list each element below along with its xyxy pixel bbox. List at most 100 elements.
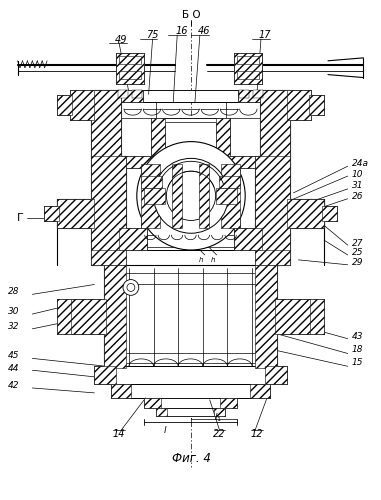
Bar: [91, 250, 126, 265]
Bar: [219, 398, 237, 407]
Bar: [255, 156, 290, 265]
Bar: [239, 90, 249, 98]
Bar: [119, 56, 141, 64]
Bar: [70, 90, 94, 120]
Bar: [165, 122, 216, 154]
Text: $l$: $l$: [163, 424, 168, 435]
Bar: [227, 156, 255, 168]
Bar: [141, 176, 162, 188]
Bar: [237, 56, 259, 64]
Bar: [118, 90, 128, 98]
Bar: [216, 188, 237, 204]
Text: $l_1$: $l_1$: [214, 412, 222, 424]
Bar: [255, 156, 290, 265]
Bar: [310, 300, 324, 334]
Bar: [237, 70, 259, 78]
Bar: [144, 188, 237, 204]
Bar: [250, 384, 270, 398]
Text: 44: 44: [8, 364, 19, 373]
Bar: [144, 188, 165, 204]
Bar: [44, 206, 59, 222]
Bar: [234, 228, 262, 250]
Bar: [144, 398, 162, 407]
Circle shape: [137, 142, 245, 250]
Bar: [132, 90, 142, 98]
Circle shape: [166, 171, 216, 220]
Bar: [126, 156, 154, 168]
Bar: [155, 408, 167, 416]
Bar: [57, 199, 94, 228]
Text: 15: 15: [352, 358, 363, 367]
Text: 49: 49: [115, 35, 128, 45]
Text: 12: 12: [251, 430, 263, 440]
Bar: [57, 96, 72, 115]
Bar: [234, 53, 262, 84]
Bar: [237, 63, 259, 72]
Text: Г: Г: [17, 214, 24, 224]
Bar: [214, 408, 226, 416]
Bar: [57, 300, 71, 334]
Circle shape: [123, 280, 139, 295]
Bar: [260, 90, 290, 158]
Bar: [322, 206, 337, 222]
Text: 30: 30: [8, 306, 19, 316]
Bar: [57, 199, 94, 228]
Bar: [132, 90, 142, 98]
Bar: [287, 199, 324, 228]
Text: 46: 46: [198, 26, 210, 36]
Bar: [253, 90, 263, 98]
Text: 18: 18: [352, 345, 363, 354]
Bar: [275, 300, 324, 334]
Bar: [119, 228, 147, 250]
Bar: [104, 265, 126, 368]
Bar: [111, 384, 131, 398]
Bar: [255, 265, 277, 368]
Bar: [234, 53, 262, 84]
Bar: [104, 265, 277, 368]
Bar: [260, 90, 290, 158]
Bar: [121, 90, 143, 102]
Bar: [118, 90, 128, 98]
Text: 17: 17: [259, 30, 272, 40]
Bar: [116, 53, 144, 84]
Bar: [253, 90, 263, 98]
Bar: [57, 300, 106, 334]
Text: 45: 45: [8, 351, 19, 360]
Text: 16: 16: [175, 26, 188, 36]
Text: 27: 27: [352, 238, 363, 248]
Bar: [155, 408, 226, 416]
Circle shape: [154, 158, 229, 233]
Text: 29: 29: [352, 258, 363, 268]
Bar: [94, 366, 287, 384]
Bar: [309, 96, 324, 115]
Text: 42: 42: [8, 382, 19, 390]
Bar: [44, 206, 59, 222]
Text: 32: 32: [8, 322, 19, 332]
Text: h: h: [210, 257, 215, 263]
Text: 43: 43: [352, 332, 363, 341]
Bar: [216, 118, 231, 158]
Bar: [91, 156, 126, 265]
Bar: [287, 199, 324, 228]
Bar: [322, 206, 337, 222]
Bar: [57, 300, 106, 334]
Bar: [221, 164, 240, 228]
Bar: [143, 90, 238, 102]
Bar: [126, 156, 255, 168]
Circle shape: [127, 284, 135, 292]
Text: 10: 10: [352, 170, 363, 178]
Bar: [150, 118, 165, 158]
Text: Фиг. 4: Фиг. 4: [171, 452, 210, 466]
Bar: [141, 164, 240, 228]
Text: 24а: 24а: [352, 159, 368, 168]
Text: 31: 31: [352, 182, 363, 190]
Bar: [116, 53, 144, 84]
Bar: [119, 63, 141, 72]
Bar: [141, 164, 160, 228]
Bar: [219, 176, 240, 188]
Bar: [199, 164, 209, 228]
Bar: [57, 96, 72, 115]
Text: Б О: Б О: [182, 10, 200, 20]
Bar: [310, 300, 324, 334]
Bar: [57, 300, 71, 334]
